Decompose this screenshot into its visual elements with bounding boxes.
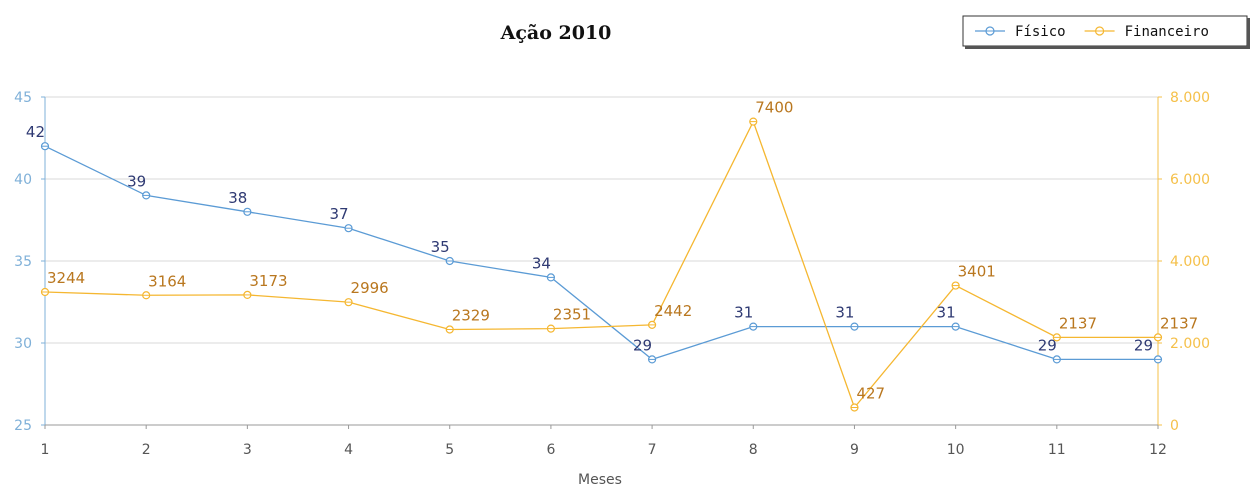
data-label: 29 — [1134, 336, 1153, 354]
x-tick-label: 3 — [243, 442, 252, 458]
legend-shadow-side — [1247, 18, 1250, 49]
y-left-tick-label: 25 — [14, 418, 32, 434]
data-label: 7400 — [755, 99, 793, 117]
y-left-tick-label: 45 — [14, 90, 32, 106]
data-label: 39 — [127, 172, 146, 190]
series-layer: 42 39 38 37 35 34 29 31 31 31 29 29 3244 3164 3173 2996… — [26, 99, 1198, 412]
x-tick-label: 11 — [1048, 442, 1066, 458]
x-tick-label: 9 — [850, 442, 859, 458]
data-label: 31 — [835, 304, 854, 322]
series-Físico: 42 39 38 37 35 34 29 31 31 31 29 29 — [26, 123, 1163, 364]
series-line — [44, 145, 1158, 361]
data-label: 37 — [329, 205, 348, 223]
grid-lines — [45, 96, 1158, 344]
y-left-tick-label: 35 — [14, 254, 32, 270]
legend-label: Financeiro — [1125, 24, 1209, 40]
x-tick-label: 12 — [1149, 442, 1167, 458]
y-right-tick-label: 8.000 — [1170, 90, 1210, 106]
data-label: 2137 — [1160, 314, 1198, 332]
x-axis-label: Meses — [578, 472, 622, 488]
data-label: 31 — [937, 304, 956, 322]
data-label: 2137 — [1059, 314, 1097, 332]
data-label: 427 — [856, 384, 885, 402]
data-label: 29 — [633, 336, 652, 354]
series-line — [44, 119, 1158, 409]
data-label: 3164 — [148, 272, 186, 290]
y-right-tick-label: 2.000 — [1170, 336, 1210, 352]
x-tick-label: 7 — [648, 442, 657, 458]
y-right-tick-label: 4.000 — [1170, 254, 1210, 270]
x-tick-label: 4 — [344, 442, 353, 458]
data-label: 3401 — [958, 263, 996, 281]
data-label: 29 — [1038, 336, 1057, 354]
y-left-tick-label: 30 — [14, 336, 32, 352]
series-Financeiro: 3244 3164 3173 2996 2329 2351 2442 7400 427 3401 2… — [40, 99, 1198, 412]
x-tick-label: 2 — [142, 442, 151, 458]
data-label: 2351 — [553, 306, 591, 324]
chart-title: Ação 2010 — [500, 22, 612, 44]
legend: Físico Financeiro — [962, 15, 1250, 49]
data-label: 34 — [532, 254, 551, 272]
y-left-tick-label: 40 — [14, 172, 32, 188]
x-tick-label: 1 — [41, 442, 50, 458]
data-label: 2996 — [351, 279, 389, 297]
data-label: 3244 — [47, 269, 85, 287]
x-tick-label: 10 — [947, 442, 965, 458]
data-label: 31 — [734, 304, 753, 322]
x-tick-label: 5 — [445, 442, 454, 458]
x-tick-label: 8 — [749, 442, 758, 458]
data-label: 38 — [228, 189, 247, 207]
y-right-tick-label: 0 — [1170, 418, 1179, 434]
legend-label: Físico — [1015, 24, 1066, 40]
data-label: 3173 — [249, 272, 287, 290]
legend-shadow — [965, 46, 1249, 49]
data-label: 42 — [26, 123, 45, 141]
x-tick-label: 6 — [546, 442, 555, 458]
data-label: 2442 — [654, 302, 692, 320]
y-right-tick-label: 6.000 — [1170, 172, 1210, 188]
data-label: 35 — [431, 238, 450, 256]
data-label: 2329 — [452, 307, 490, 325]
